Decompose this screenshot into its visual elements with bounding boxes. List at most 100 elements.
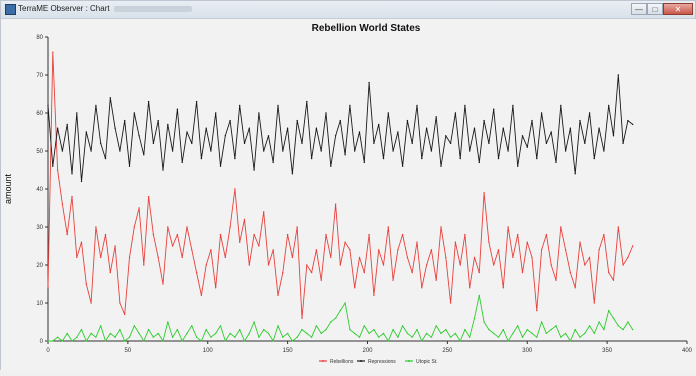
data-point-utopic-st [459,340,461,342]
data-point-repressions [176,108,179,110]
data-point-utopic-st [430,336,433,338]
data-point-rebellions [622,264,624,266]
data-point-repressions [617,74,619,76]
data-point-repressions [349,104,351,107]
data-point-rebellions [627,256,629,259]
title-bar[interactable]: TerraME Observer : Chart — □ ✕ [1,1,695,19]
series-line-rebellions [47,51,634,319]
data-point-repressions [205,127,207,129]
data-point-utopic-st [521,336,524,338]
data-point-repressions [569,127,572,129]
data-point-utopic-st [253,321,255,323]
data-point-utopic-st [354,332,356,335]
data-point-utopic-st [296,336,298,338]
series-repressions [47,74,634,183]
data-point-utopic-st [584,332,586,335]
y-tick-label: 20 [36,263,43,269]
data-point-repressions [301,142,303,145]
data-point-repressions [603,150,605,152]
data-point-repressions [239,104,241,107]
data-point-repressions [85,131,88,133]
data-point-utopic-st [267,332,270,335]
data-point-rebellions [612,279,615,281]
data-point-rebellions [521,271,524,274]
data-point-repressions [229,119,231,122]
data-point-rebellions [171,245,174,247]
data-point-repressions [406,119,409,122]
y-tick-label: 40 [36,187,43,193]
data-point-repressions [497,157,500,160]
data-point-repressions [354,150,356,152]
data-point-rebellions [167,226,169,228]
data-point-utopic-st [579,336,581,338]
data-point-repressions [277,104,279,107]
data-point-rebellions [95,226,97,228]
data-point-utopic-st [195,336,198,338]
data-point-rebellions [588,256,591,259]
data-point-repressions [579,119,581,122]
data-point-rebellions [195,271,198,274]
data-point-rebellions [584,264,586,266]
data-point-rebellions [128,256,131,259]
data-point-rebellions [258,245,260,247]
data-point-utopic-st [349,328,351,331]
data-point-rebellions [253,233,255,236]
x-tick-label: 400 [682,348,693,354]
data-point-repressions [411,142,413,145]
data-point-utopic-st [464,328,466,331]
data-point-utopic-st [401,325,404,327]
data-point-rebellions [526,241,528,243]
close-button[interactable]: ✕ [663,3,693,15]
data-point-utopic-st [358,336,361,338]
data-point-repressions [449,142,452,145]
data-point-utopic-st [560,336,562,338]
data-point-repressions [191,142,193,145]
data-point-repressions [114,127,116,129]
data-point-rebellions [210,249,212,251]
data-point-utopic-st [248,332,250,335]
data-point-repressions [56,127,59,129]
data-point-rebellions [392,279,394,281]
legend: Rebellions Repressions Utopic St. [319,359,438,365]
data-point-rebellions [325,233,327,236]
data-point-utopic-st [114,336,116,338]
data-point-utopic-st [205,328,207,331]
data-point-rebellions [579,241,581,243]
data-point-rebellions [401,233,404,236]
data-point-rebellions [239,241,241,243]
series-layer [47,51,634,342]
data-point-rebellions [56,169,59,171]
minimize-button[interactable]: — [631,3,647,15]
data-point-repressions [339,119,341,122]
data-point-rebellions [114,245,116,247]
data-point-utopic-st [119,328,121,331]
data-point-rebellions [263,211,265,213]
data-point-utopic-st [435,325,437,327]
data-point-rebellions [272,249,274,251]
x-tick-label: 350 [602,348,613,354]
data-point-rebellions [186,226,188,228]
maximize-button[interactable]: □ [647,3,663,15]
data-point-repressions [622,142,624,145]
data-point-rebellions [176,233,179,236]
data-point-repressions [109,97,112,99]
data-point-rebellions [411,271,413,274]
legend-marker-repressions [360,360,362,362]
data-point-rebellions [306,264,308,266]
data-point-rebellions [488,241,490,243]
data-point-repressions [95,104,97,107]
data-point-utopic-st [325,328,327,331]
data-point-rebellions [61,203,64,205]
data-point-rebellions [574,287,576,289]
data-point-rebellions [435,279,437,281]
data-point-rebellions [632,245,634,247]
data-point-rebellions [430,249,433,251]
data-point-utopic-st [310,336,313,338]
data-point-repressions [296,119,298,122]
data-point-repressions [378,123,380,126]
data-point-repressions [128,165,131,167]
data-point-rebellions [301,317,303,319]
data-point-repressions [147,100,150,103]
data-point-utopic-st [291,340,294,342]
y-tick-label: 50 [36,149,43,155]
